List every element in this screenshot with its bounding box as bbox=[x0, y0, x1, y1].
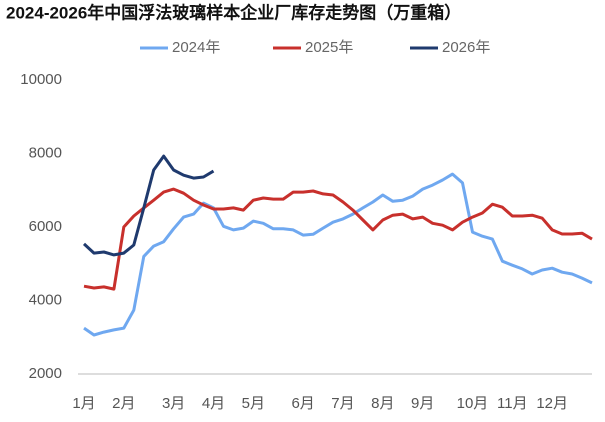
x-tick-label: 2月 bbox=[112, 395, 135, 412]
x-tick-label: 12月 bbox=[536, 395, 568, 412]
y-tick-label: 4000 bbox=[29, 291, 62, 308]
y-tick-label: 6000 bbox=[29, 218, 62, 235]
x-tick-label: 6月 bbox=[291, 395, 314, 412]
x-tick-label: 7月 bbox=[331, 395, 354, 412]
x-tick-label: 4月 bbox=[202, 395, 225, 412]
x-tick-label: 3月 bbox=[162, 395, 185, 412]
series-line bbox=[82, 154, 215, 257]
x-tick-label: 8月 bbox=[371, 395, 394, 412]
x-tick-label: 9月 bbox=[411, 395, 434, 412]
x-tick-label: 1月 bbox=[72, 395, 95, 412]
y-tick-label: 2000 bbox=[29, 365, 62, 382]
y-tick-label: 10000 bbox=[20, 71, 62, 88]
x-tick-label: 11月 bbox=[497, 395, 528, 412]
x-tick-label: 5月 bbox=[242, 395, 265, 412]
x-tick-label: 10月 bbox=[457, 395, 489, 412]
series-line bbox=[83, 187, 593, 291]
chart-title: 2024-2026年中国浮法玻璃样本企业厂库存走势图（万重箱） bbox=[6, 2, 461, 22]
legend: 2024年 2025年 2026年 bbox=[140, 39, 490, 56]
legend-label: 2026年 bbox=[442, 39, 490, 56]
series-line bbox=[83, 172, 593, 337]
legend-label: 2024年 bbox=[172, 39, 220, 56]
y-tick-label: 8000 bbox=[29, 144, 62, 161]
legend-label: 2025年 bbox=[305, 39, 353, 56]
